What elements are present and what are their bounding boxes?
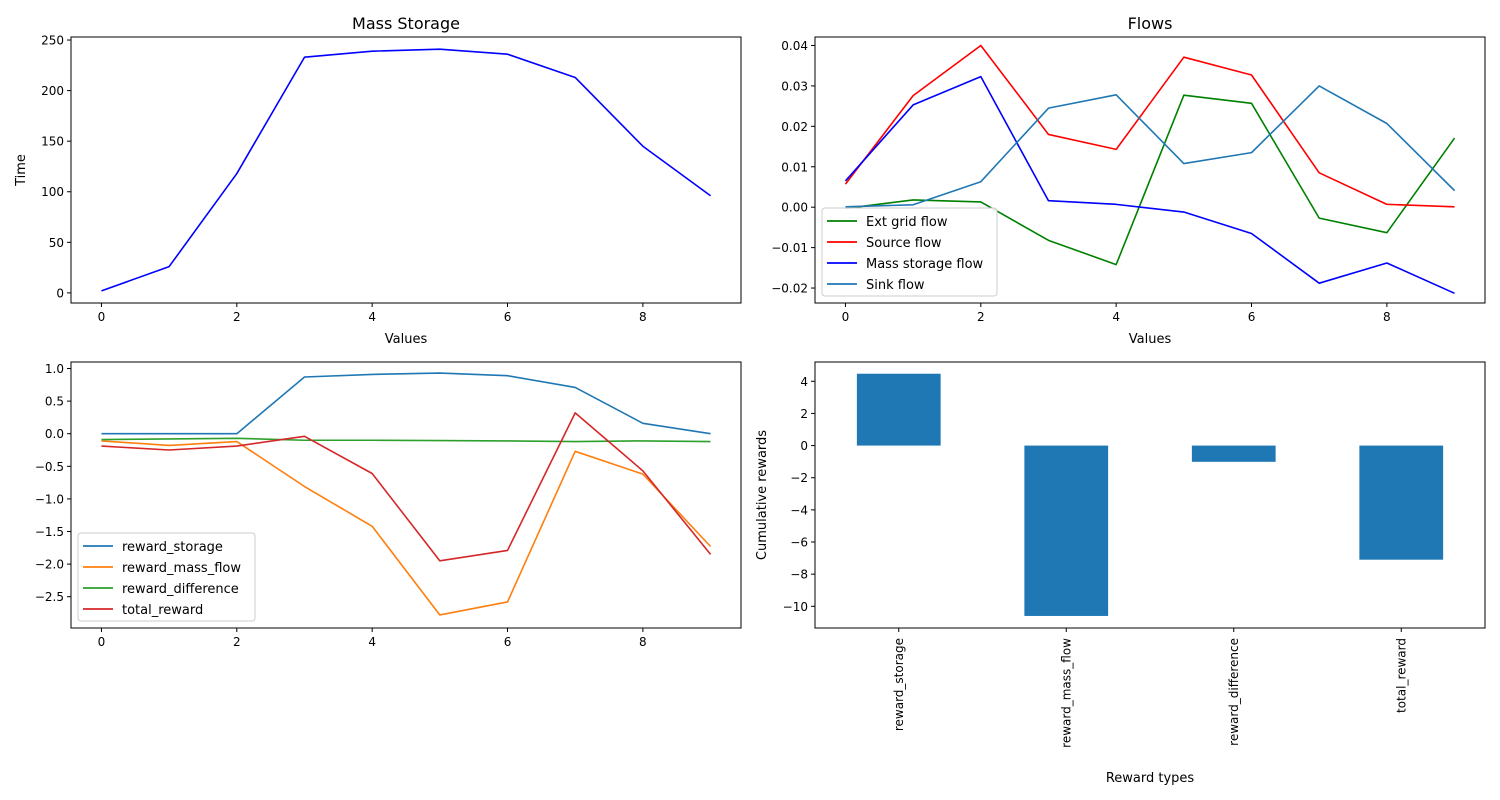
x-axis-label: Values	[385, 332, 428, 347]
y-tick-label: 0.00	[781, 201, 808, 215]
y-tick-label: 2	[800, 407, 808, 421]
legend: Ext grid flow Source flow Mass storage flo…	[821, 207, 998, 297]
chart-panel-3: −2.5 −2.0 −1.5 −1.0 −0.5 0.0 0.5 1.0 0 2 4 6 8 reward…	[35, 361, 742, 649]
series-line-total-reward	[101, 412, 712, 562]
x-tick-label: 6	[1248, 310, 1256, 324]
x-axis-label: Values	[1129, 332, 1172, 347]
y-tick-label: −0.01	[771, 241, 808, 255]
x-tick-label: 6	[504, 635, 512, 649]
chart-panel-4: −10 −8 −6 −4 −2 0 2 4 reward_storage reward_mass_…	[755, 361, 1486, 786]
y-tick-label: −8	[790, 568, 808, 582]
y-tick-label: 0.0	[45, 427, 64, 441]
y-tick-label: −1.0	[35, 492, 64, 506]
legend-label: reward_mass_flow	[122, 561, 241, 576]
series-line-source-flow	[844, 44, 1455, 208]
y-tick-label: 0.02	[781, 120, 808, 134]
series-line-reward-difference	[101, 437, 711, 443]
y-axis-label: Time	[14, 154, 29, 187]
y-tick-label: 1.0	[45, 362, 64, 376]
x-tick-label: 8	[639, 310, 647, 324]
legend-label: Mass storage flow	[866, 257, 984, 272]
y-tick-label: 0	[800, 439, 808, 453]
chart-title: Mass Storage	[352, 14, 460, 33]
x-tick-label: 2	[233, 310, 241, 324]
x-axis-label: Reward types	[1106, 771, 1195, 786]
y-tick-label: 250	[41, 34, 64, 48]
y-tick-label: 4	[800, 375, 808, 389]
series-line-1	[101, 48, 712, 292]
legend-box	[77, 532, 256, 622]
y-tick-label: −2.0	[35, 558, 64, 572]
x-tick-label: 8	[639, 635, 647, 649]
y-axis-label: Cumulative rewards	[755, 430, 770, 560]
y-tick-label: −1.5	[35, 525, 64, 539]
series-line-sink-flow	[845, 85, 1456, 208]
x-tick-label: 4	[368, 635, 376, 649]
y-tick-label: −0.02	[771, 282, 808, 296]
y-tick-label: 0.03	[781, 79, 808, 93]
legend-label: Source flow	[866, 236, 942, 251]
chart-panel-1: 0 50 100 150 200 250 0 2 4 6 8 Mass Storage Values Ti…	[14, 14, 742, 347]
y-tick-label: 0	[56, 286, 64, 300]
series-line-reward-storage	[101, 372, 711, 435]
x-tick-label: 8	[1383, 310, 1391, 324]
bar-reward-mass-flow	[1024, 445, 1109, 616]
legend-label: Sink flow	[866, 278, 925, 293]
series-line-ext-grid-flow	[845, 94, 1456, 266]
x-tick-label: 2	[233, 635, 241, 649]
x-tick-label: reward_difference	[1227, 638, 1241, 746]
chart-title: Flows	[1128, 14, 1173, 33]
y-tick-label: 150	[41, 135, 64, 149]
plot-frame	[70, 36, 742, 304]
x-tick-label: reward_storage	[892, 638, 906, 731]
y-tick-label: −0.5	[35, 460, 64, 474]
bar-total-reward	[1359, 445, 1444, 560]
chart-panel-2: −0.02 −0.01 0.00 0.01 0.02 0.03 0.04 0 2 4 6 8 Flows…	[771, 14, 1486, 347]
legend: reward_storage reward_mass_flow reward_dif…	[77, 532, 256, 622]
x-tick-label: 4	[368, 310, 376, 324]
series-line-mass-storage-flow	[844, 75, 1455, 295]
x-tick-label: 4	[1112, 310, 1120, 324]
legend-label: total_reward	[122, 603, 203, 618]
y-tick-label: −2.5	[35, 590, 64, 604]
y-tick-label: 0.5	[45, 395, 64, 409]
plot-frame	[814, 361, 1486, 629]
y-tick-label: 200	[41, 84, 64, 98]
bar-reward-storage	[856, 373, 941, 446]
legend-box	[821, 207, 998, 297]
plot-frame	[814, 36, 1486, 304]
y-tick-label: 100	[41, 185, 64, 199]
x-tick-label: 2	[977, 310, 985, 324]
y-tick-label: 0.01	[781, 160, 808, 174]
y-tick-label: −4	[790, 503, 808, 517]
y-tick-label: 50	[49, 236, 64, 250]
y-tick-label: −2	[790, 471, 808, 485]
x-tick-label: 0	[98, 635, 106, 649]
x-tick-label: total_reward	[1394, 638, 1408, 713]
series-line-reward-mass-flow	[101, 440, 712, 616]
x-tick-label: 0	[98, 310, 106, 324]
x-tick-label: 6	[504, 310, 512, 324]
x-tick-label: reward_mass_flow	[1059, 638, 1073, 748]
y-tick-label: −6	[790, 536, 808, 550]
plot-frame	[70, 361, 742, 629]
legend-label: Ext grid flow	[866, 215, 948, 230]
legend-label: reward_difference	[122, 582, 239, 597]
y-tick-label: 0.04	[781, 39, 808, 53]
bar-reward-difference	[1191, 445, 1276, 462]
y-tick-label: −10	[783, 600, 808, 614]
legend-label: reward_storage	[122, 540, 223, 555]
x-tick-label: 0	[842, 310, 850, 324]
